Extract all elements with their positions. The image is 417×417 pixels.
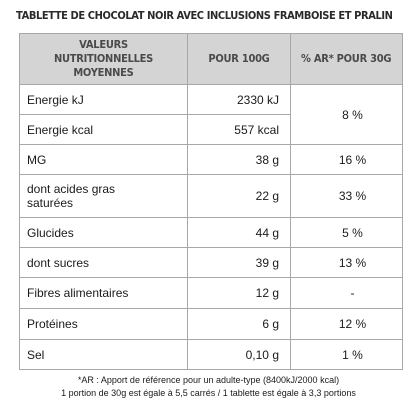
table-row: Energie kcal 557 kcal (19, 114, 403, 145)
table-row: Sel 0,10 g 1 % (19, 339, 403, 370)
table-row: MG 38 g 16 % (19, 144, 403, 175)
row-value-ar-text: 5 % (342, 225, 363, 240)
row-label: Energie kcal (19, 114, 188, 145)
table-row: Fibres alimentaires 12 g - (19, 277, 403, 309)
header-ar-per-30g-label: % AR* POUR 30G (301, 52, 392, 65)
row-value-per-100g: 22 g (187, 174, 291, 218)
row-value-per-100g: 6 g (187, 308, 291, 340)
row-label-line1: dont acides gras (27, 182, 116, 196)
nutrition-table: VALEURS NUTRITIONNELLES MOYENNES POUR 10… (19, 33, 403, 370)
header-ar-per-30g: % AR* POUR 30G (290, 33, 403, 85)
header-nutritional-values-line2: MOYENNES (73, 66, 134, 79)
row-value-ar: 1 % (290, 339, 403, 370)
header-per-100g-label: POUR 100G (208, 52, 270, 65)
product-title: TABLETTE DE CHOCOLAT NOIR AVEC INCLUSION… (16, 9, 393, 22)
footnote-portion-info: 1 portion de 30g est égale à 5,5 carrés … (61, 388, 356, 398)
row-label: dont acides gras saturées (19, 174, 188, 218)
row-value-ar: 16 % (290, 144, 403, 175)
row-value-ar: 12 % (290, 308, 403, 340)
row-value-ar: 13 % (290, 247, 403, 278)
row-label: Fibres alimentaires (19, 277, 188, 309)
row-label: MG (19, 144, 188, 175)
row-value-ar-text: 13 % (338, 255, 367, 270)
footnote-reference-intake: *AR : Apport de référence pour un adulte… (77, 375, 340, 385)
row-value-per-100g: 44 g (187, 217, 291, 248)
header-nutritional-values-line1: VALEURS NUTRITIONNELLES (53, 38, 154, 65)
row-value-per-100g: 0,10 g (187, 339, 291, 370)
header-per-100g: POUR 100G (187, 33, 291, 85)
row-value-per-100g: 39 g (187, 247, 291, 278)
table-row: Protéines 6 g 12 % (19, 308, 403, 340)
row-value-ar: - (290, 277, 403, 309)
row-label-line2: saturées (27, 196, 74, 210)
row-value-ar-text: 12 % (338, 317, 367, 331)
row-label: Glucides (19, 217, 188, 248)
table-row: dont acides gras saturées 22 g 33 % (19, 174, 403, 218)
row-value-ar-text: 8 % (342, 107, 363, 122)
row-value-per-100g: 12 g (187, 277, 291, 309)
table-row: Glucides 44 g 5 % (19, 217, 403, 248)
row-label: Sel (19, 339, 188, 370)
row-value-ar: 33 % (290, 174, 403, 218)
row-value-ar: 8 % (290, 84, 403, 145)
row-label: Energie kJ (19, 84, 188, 115)
row-value-per-100g: 2330 kJ (187, 84, 291, 115)
row-label: Protéines (19, 308, 188, 340)
row-value-per-100g: 557 kcal (187, 114, 291, 145)
row-label: dont sucres (19, 247, 188, 278)
row-value-ar-text: 16 % (338, 152, 367, 167)
row-value-ar-text: - (350, 286, 355, 300)
row-value-ar-text: 33 % (338, 189, 367, 203)
table-row: dont sucres 39 g 13 % (19, 247, 403, 278)
header-nutritional-values: VALEURS NUTRITIONNELLES MOYENNES (19, 33, 188, 85)
row-value-per-100g: 38 g (187, 144, 291, 175)
table-row: Energie kJ 2330 kJ 8 % (19, 84, 403, 145)
row-value-ar: 5 % (290, 217, 403, 248)
row-value-ar-text: 1 % (342, 347, 363, 362)
table-header-row: VALEURS NUTRITIONNELLES MOYENNES POUR 10… (19, 33, 403, 85)
